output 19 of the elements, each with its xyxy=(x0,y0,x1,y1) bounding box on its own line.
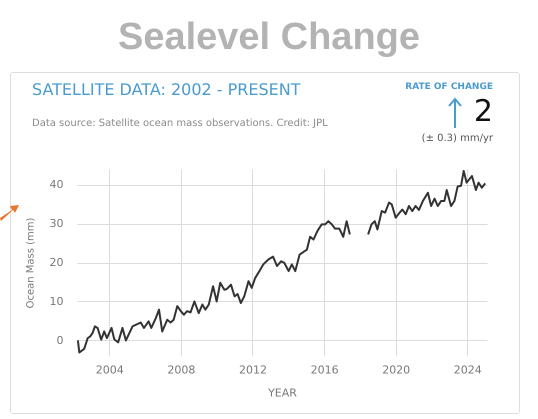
x-tick-label: 2004 xyxy=(96,364,124,376)
x-tick-label: 2012 xyxy=(238,364,267,376)
y-tick-label: 30 xyxy=(50,217,64,230)
text: RATE OF CHANGE xyxy=(405,82,493,92)
y-axis-title: Ocean Mass (mm) xyxy=(26,218,37,308)
y-tick-label: 0 xyxy=(56,334,64,347)
source-note: Data source: Satellite ocean mass observations. Credit: JPL xyxy=(32,118,328,129)
x-axis-title: YEAR xyxy=(267,386,298,400)
text: (± 0.3) mm/yr xyxy=(422,133,493,144)
y-tick-label: 10 xyxy=(50,294,64,308)
chart-title: Sealevel Change xyxy=(116,16,422,59)
text: 2 xyxy=(474,94,493,129)
x-tick-label: 2016 xyxy=(310,364,339,376)
x-tick-label: 2008 xyxy=(167,364,196,376)
y-tick-label: 20 xyxy=(50,256,64,269)
chart-subtitle: SATELLITE DATA: 2002 - PRESENT xyxy=(32,80,301,99)
x-tick-label: 2024 xyxy=(454,364,482,376)
x-tick-label: 2020 xyxy=(382,364,410,376)
y-tick-label: 40 xyxy=(50,178,64,192)
